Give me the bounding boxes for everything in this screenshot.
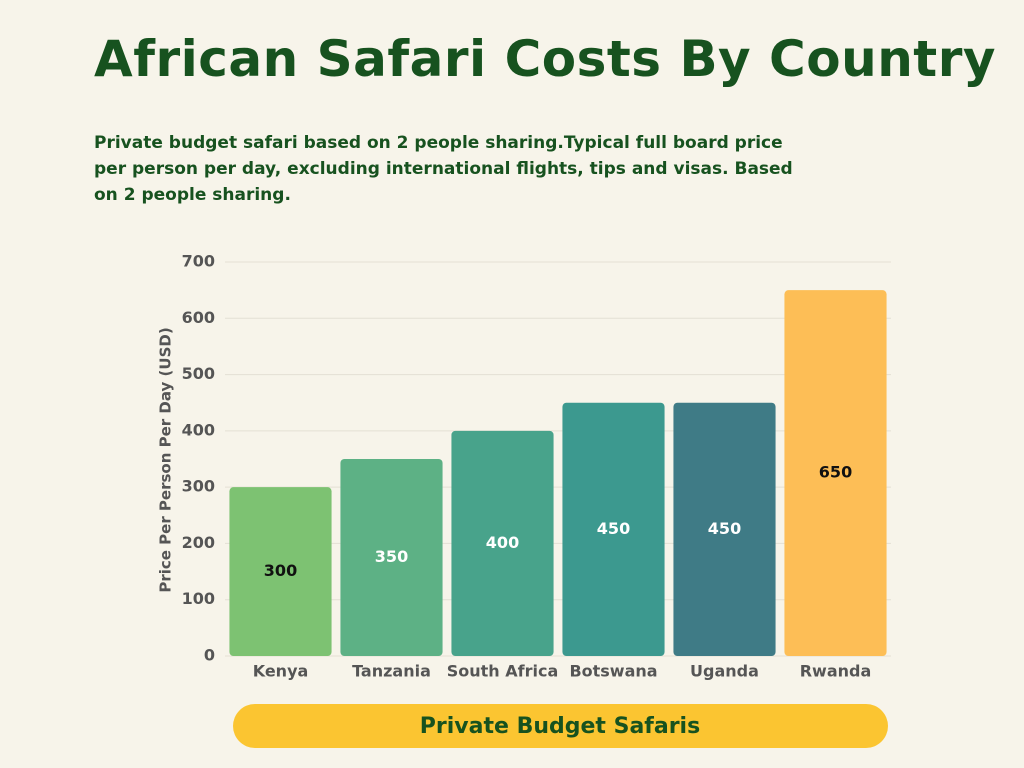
- x-tick-label: Rwanda: [800, 662, 872, 681]
- x-tick-label: Uganda: [690, 662, 759, 681]
- y-tick-label: 300: [182, 477, 215, 496]
- bar: [673, 402, 776, 656]
- y-tick-label: 0: [204, 646, 215, 665]
- y-tick-label: 700: [182, 252, 215, 271]
- bar: [229, 487, 332, 656]
- y-tick-label: 200: [182, 533, 215, 552]
- bar: [340, 459, 443, 656]
- x-tick-label: Tanzania: [352, 662, 431, 681]
- value-label: 650: [819, 463, 852, 482]
- bar: [451, 430, 554, 656]
- chart-title: African Safari Costs By Country: [94, 30, 996, 88]
- chart-subtitle: Private budget safari based on 2 people …: [94, 133, 793, 205]
- value-label: 350: [375, 547, 408, 566]
- x-tick-label: South Africa: [447, 662, 559, 681]
- value-label: 450: [708, 519, 741, 538]
- value-label: 300: [264, 561, 297, 580]
- x-tick-label: Kenya: [253, 662, 309, 681]
- y-tick-label: 100: [182, 589, 215, 608]
- y-tick-label: 600: [182, 308, 215, 327]
- value-label: 400: [486, 533, 519, 552]
- x-label-banner: [233, 704, 888, 748]
- y-tick-label: 500: [182, 364, 215, 383]
- x-tick-label: Botswana: [569, 662, 657, 681]
- value-label: 450: [597, 519, 630, 538]
- y-axis-label: Price Per Person Per Day (USD): [157, 327, 175, 592]
- y-tick-label: 400: [182, 420, 215, 439]
- bar: [784, 290, 887, 656]
- bar: [562, 402, 665, 656]
- x-axis-label: Private Budget Safaris: [420, 714, 700, 739]
